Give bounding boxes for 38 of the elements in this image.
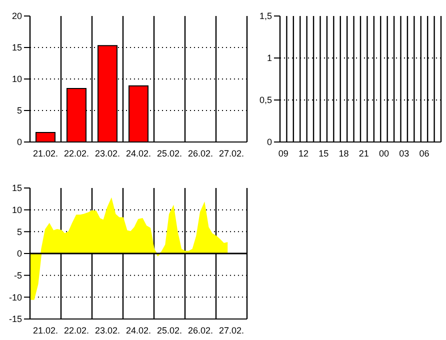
x-tick-label: 00 bbox=[378, 148, 389, 158]
x-tick-label: 12 bbox=[298, 148, 308, 158]
x-tick-label: 15 bbox=[318, 148, 329, 158]
x-tick-label: 24.02. bbox=[126, 148, 152, 158]
x-tick-label: 25.02. bbox=[156, 325, 182, 336]
y-tick-label: -5 bbox=[14, 270, 22, 281]
x-tick-label: 06 bbox=[419, 148, 430, 158]
y-tick-label: -15 bbox=[8, 314, 22, 324]
x-tick-label: 21.02. bbox=[32, 325, 58, 336]
x-tick-label: 18 bbox=[338, 148, 349, 158]
y-tick-label: 15 bbox=[12, 183, 22, 194]
x-tick-label: 09 bbox=[278, 148, 288, 158]
x-tick-label: 23.02. bbox=[94, 325, 120, 336]
x-tick-label: 27.02. bbox=[218, 325, 244, 336]
y-tick-label: 5 bbox=[16, 226, 22, 237]
y-tick-label: 15 bbox=[12, 42, 22, 53]
y-tick-label: 0,5 bbox=[259, 95, 272, 106]
y-tick-label: 0 bbox=[16, 137, 22, 148]
x-tick-label: 26.02. bbox=[188, 148, 214, 158]
x-tick-label: 21.02. bbox=[32, 148, 58, 158]
y-tick-label: 1,5 bbox=[259, 11, 272, 22]
y-tick-label: 0 bbox=[266, 137, 272, 148]
y-tick-label: 20 bbox=[12, 11, 22, 22]
x-tick-label: 21 bbox=[358, 148, 369, 158]
y-tick-label: 1 bbox=[266, 53, 272, 64]
x-tick-label: 26.02. bbox=[188, 325, 214, 336]
x-tick-label: 03 bbox=[399, 148, 410, 158]
x-tick-label: 22.02. bbox=[64, 148, 90, 158]
y-tick-label: 0 bbox=[16, 248, 22, 259]
y-tick-label: 5 bbox=[16, 106, 22, 116]
y-tick-label: 10 bbox=[12, 205, 22, 216]
x-tick-label: 27.02. bbox=[218, 148, 244, 158]
y-tick-label: -10 bbox=[8, 292, 22, 302]
x-tick-label: 25.02. bbox=[156, 148, 182, 158]
y-tick-label: 10 bbox=[12, 74, 22, 84]
x-tick-label: 23.02. bbox=[94, 148, 120, 158]
x-tick-label: 24.02. bbox=[126, 325, 152, 336]
x-tick-label: 22.02. bbox=[64, 325, 90, 336]
